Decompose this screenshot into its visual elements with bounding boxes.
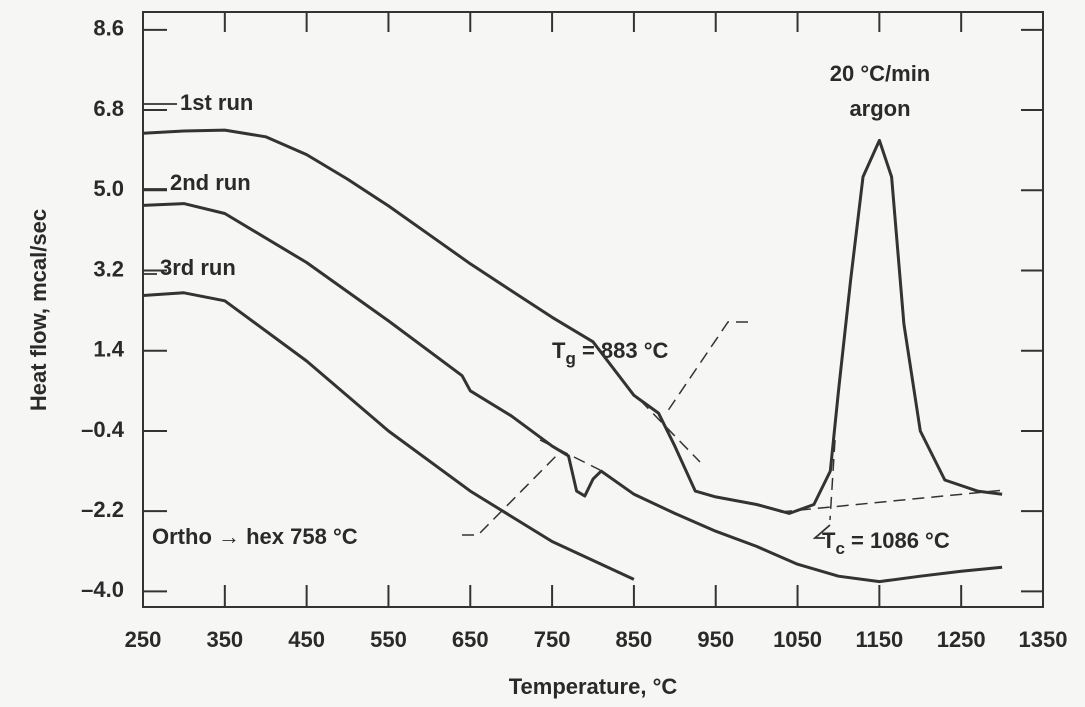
transition-construction xyxy=(462,439,601,536)
y-tick-label: 1.4 xyxy=(93,337,124,362)
annotation-subscript: c xyxy=(835,539,844,558)
x-tick-label: 950 xyxy=(697,627,734,652)
x-tick-label: 1250 xyxy=(937,627,986,652)
y-tick-label: 3.2 xyxy=(93,256,124,281)
x-axis-label: Temperature, °C xyxy=(509,674,678,699)
tc-leader xyxy=(812,524,831,539)
annotation: Tg = 883 °C xyxy=(552,338,669,369)
x-tick-label: 850 xyxy=(616,627,653,652)
x-tick-label: 450 xyxy=(288,627,325,652)
series-label: 1st run xyxy=(180,90,253,115)
annotation-text: = 1086 °C xyxy=(845,528,950,553)
tc-construction xyxy=(779,439,1006,521)
annotation: Ortho → hex 758 °C xyxy=(152,524,358,549)
series-line xyxy=(142,291,635,581)
annotation: Tc = 1086 °C xyxy=(822,528,950,559)
y-tick-label: –0.4 xyxy=(81,417,125,442)
y-tick-label: 8.6 xyxy=(93,16,124,41)
plot-frame xyxy=(142,11,1044,608)
series-label: 2nd run xyxy=(170,170,251,195)
x-tick-label: 1050 xyxy=(773,627,822,652)
x-tick-label: 550 xyxy=(370,627,407,652)
y-tick-label: 5.0 xyxy=(93,176,124,201)
y-tick-label: –2.2 xyxy=(81,497,124,522)
x-tick-label: 1350 xyxy=(1019,627,1068,652)
x-tick-label: 250 xyxy=(125,627,162,652)
y-tick-label: –4.0 xyxy=(81,577,124,602)
series-label: 3rd run xyxy=(160,255,236,280)
x-tick-label: 650 xyxy=(452,627,489,652)
x-tick-label: 1150 xyxy=(855,627,903,652)
label-leader xyxy=(143,103,177,275)
series-line xyxy=(142,202,1003,584)
y-tick-label: 6.8 xyxy=(93,96,124,121)
y-axis-label: Heat flow, mcal/sec xyxy=(26,209,51,411)
annotation: argon xyxy=(849,96,910,121)
x-tick-label: 350 xyxy=(206,627,243,652)
annotation-subscript: g xyxy=(565,349,575,368)
annotation: 20 °C/min xyxy=(830,61,931,86)
x-tick-label: 750 xyxy=(534,627,571,652)
series-line xyxy=(142,128,1003,515)
annotation-symbol: T xyxy=(552,338,566,363)
annotation-symbol: T xyxy=(822,528,836,553)
tg-construction xyxy=(639,321,748,463)
